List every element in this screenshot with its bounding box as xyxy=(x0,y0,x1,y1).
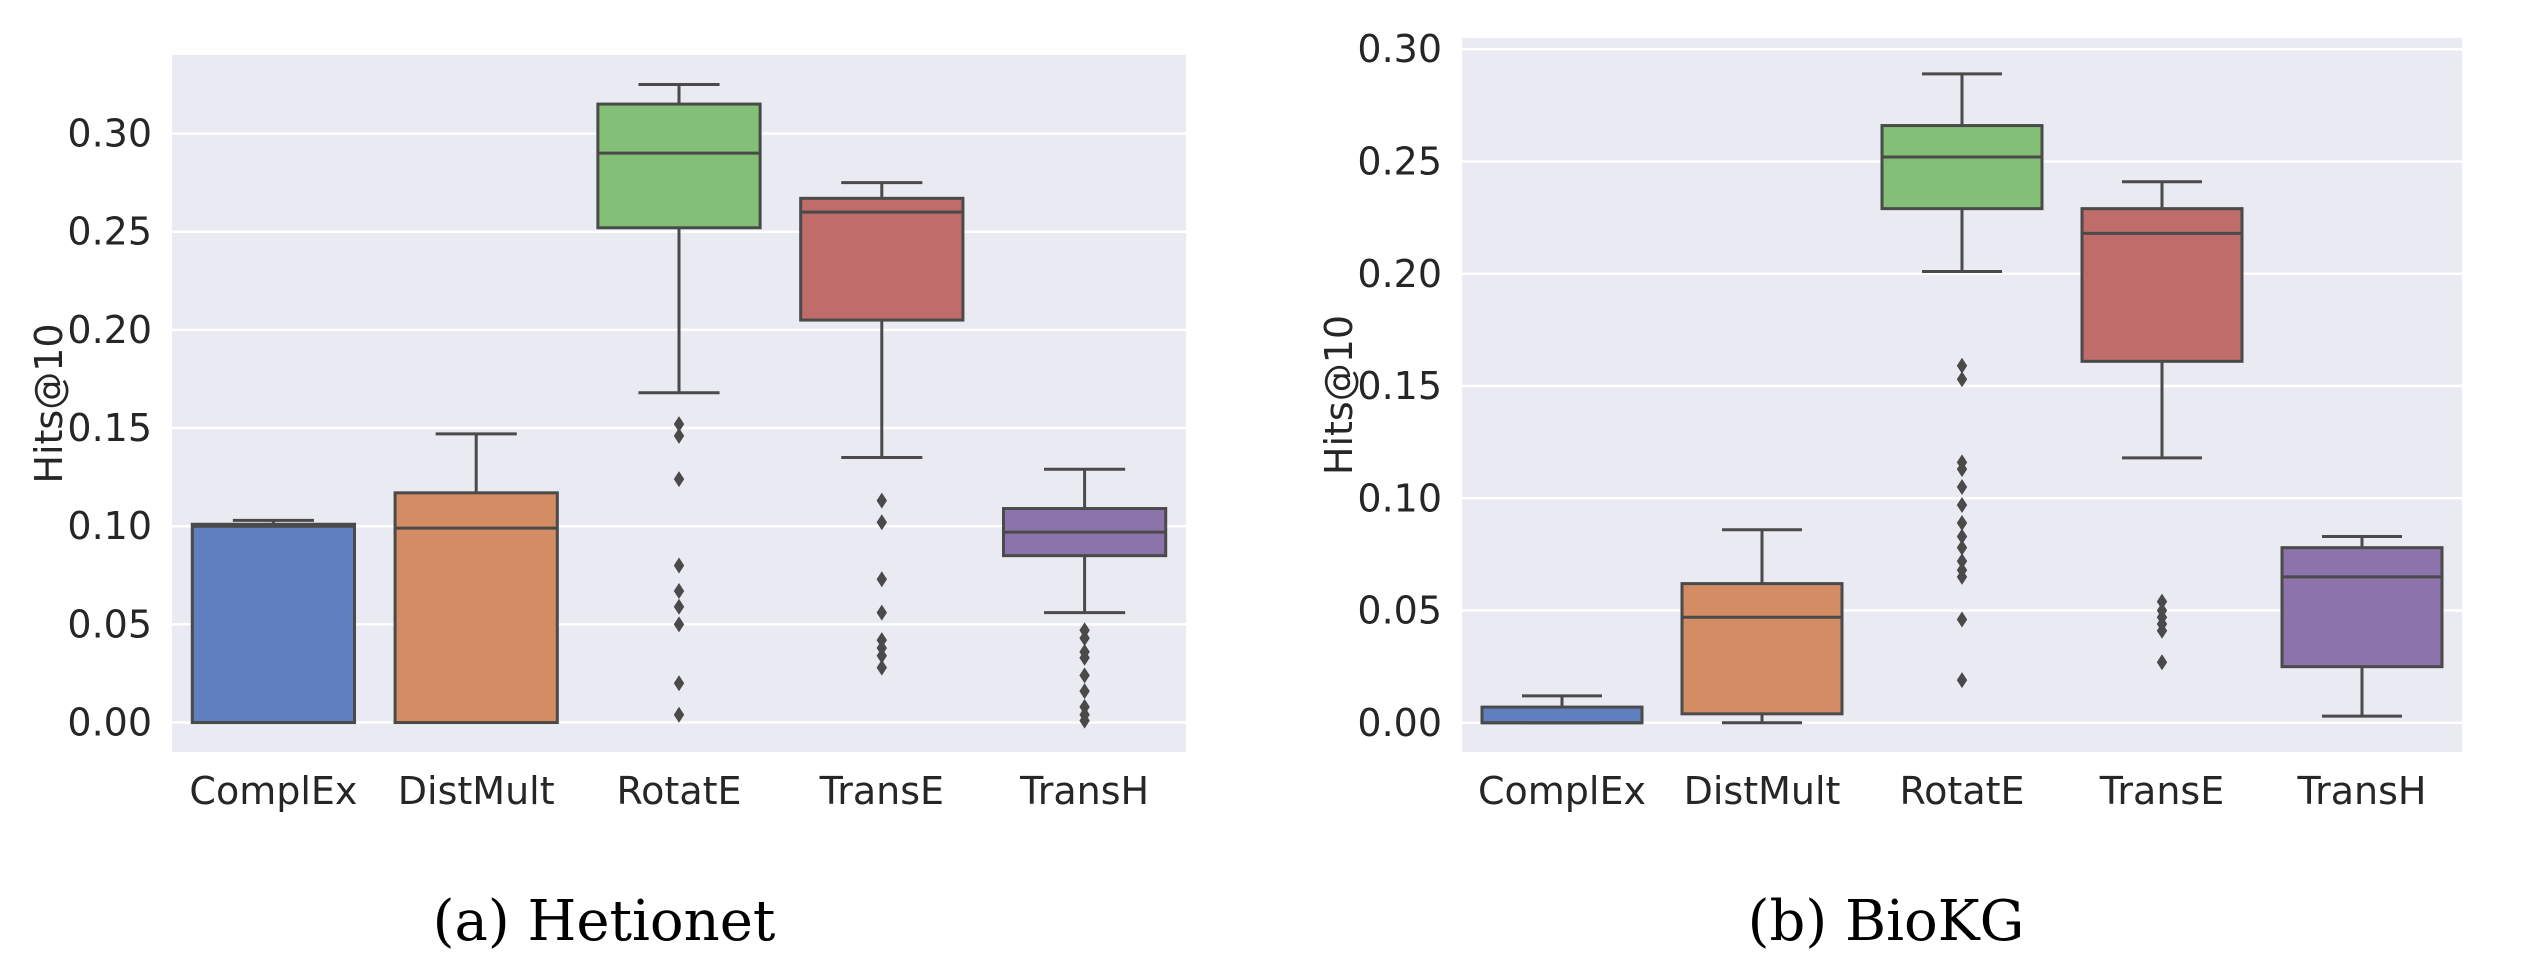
y-tick-label: 0.30 xyxy=(67,112,152,156)
box-iqr xyxy=(1880,124,2044,211)
outlier-point xyxy=(673,598,685,615)
box-complex xyxy=(190,518,357,725)
y-tick-label: 0.15 xyxy=(1357,364,1442,408)
box-iqr xyxy=(1680,582,1844,716)
outlier-point xyxy=(1956,539,1968,556)
x-tick-label: TransE xyxy=(2099,769,2224,813)
outlier-point xyxy=(2156,593,2168,610)
outlier-point xyxy=(876,571,887,588)
outlier-point xyxy=(673,427,685,444)
outlier-point xyxy=(1956,497,1968,514)
outlier-point xyxy=(1079,683,1090,700)
outlier-point xyxy=(1956,553,1968,570)
outlier-point xyxy=(1956,568,1968,585)
y-tick-label: 0.20 xyxy=(67,308,152,352)
box-iqr xyxy=(799,196,965,322)
x-tick-label: TransH xyxy=(2297,769,2427,813)
outlier-point xyxy=(1079,667,1090,684)
box-iqr xyxy=(1480,705,1644,725)
y-tick-label: 0.05 xyxy=(1357,589,1442,633)
x-tick-label: TransE xyxy=(819,769,944,813)
outlier-point xyxy=(2156,622,2168,639)
caption-biokg: (b) BioKG xyxy=(1748,889,2025,954)
box-transe xyxy=(2080,180,2244,671)
outlier-point xyxy=(1956,461,1968,478)
y-tick-label: 0.15 xyxy=(67,406,152,450)
outlier-point xyxy=(673,675,685,692)
box-transe xyxy=(799,181,965,676)
outlier-point xyxy=(1956,479,1968,496)
outlier-point xyxy=(876,659,887,676)
y-axis-label: Hits@10 xyxy=(1317,315,1361,475)
outlier-point xyxy=(876,514,887,531)
box-rotate xyxy=(1880,72,2044,689)
y-tick-label: 0.20 xyxy=(1357,252,1442,296)
box-iqr xyxy=(2080,207,2244,363)
biokg-boxplot: 0.00 0.05 0.10 0.15 0.20 0.25 0.30 Hits@10 Compl… xyxy=(1317,27,2462,813)
x-tick-label: RotatE xyxy=(1899,769,2024,813)
outlier-point xyxy=(876,647,887,664)
outlier-point xyxy=(2156,654,2168,671)
box-iqr xyxy=(596,102,762,230)
y-tick-label: 0.10 xyxy=(67,504,152,548)
outlier-point xyxy=(876,604,887,621)
x-tick-label: ComplEx xyxy=(189,769,357,813)
box-transh xyxy=(2280,534,2444,718)
x-tick-label: TransH xyxy=(1019,769,1149,813)
outlier-point xyxy=(1079,630,1090,647)
outlier-point xyxy=(673,616,685,633)
outlier-point xyxy=(673,471,685,488)
box-distmult xyxy=(393,432,559,725)
outlier-point xyxy=(1079,649,1090,666)
outlier-point xyxy=(673,583,685,600)
box-transh xyxy=(1001,467,1168,729)
y-axis-label: Hits@10 xyxy=(27,323,71,483)
y-tick-label: 0.30 xyxy=(1357,27,1442,71)
y-tick-label: 0.25 xyxy=(1357,139,1442,183)
outlier-point xyxy=(1956,514,1968,531)
outlier-point xyxy=(1956,672,1968,689)
box-rotate xyxy=(596,82,762,723)
box-iqr xyxy=(2280,546,2444,669)
outlier-point xyxy=(876,492,887,509)
x-tick-label: DistMult xyxy=(1684,769,1841,813)
x-tick-label: DistMult xyxy=(398,769,555,813)
outlier-point xyxy=(1956,611,1968,628)
box-iqr xyxy=(393,491,559,725)
y-tick-label: 0.10 xyxy=(1357,476,1442,520)
outlier-point xyxy=(673,416,685,433)
outlier-point xyxy=(673,706,685,723)
box-complex xyxy=(1480,694,1644,725)
box-iqr xyxy=(190,522,357,725)
outlier-point xyxy=(673,557,685,574)
outlier-point xyxy=(1956,357,1968,374)
y-tick-label: 0.25 xyxy=(67,210,152,254)
x-tick-label: ComplEx xyxy=(1478,769,1646,813)
outlier-point xyxy=(1956,371,1968,388)
y-tick-label: 0.05 xyxy=(67,602,152,646)
outlier-point xyxy=(1956,528,1968,545)
caption-hetionet: (a) Hetionet xyxy=(433,889,776,954)
y-tick-label: 0.00 xyxy=(1357,701,1442,745)
y-tick-label: 0.00 xyxy=(67,701,152,745)
box-distmult xyxy=(1680,528,1844,725)
hetionet-boxplot: 0.00 0.05 0.10 0.15 0.20 0.25 0.30 Hits@10 Compl… xyxy=(27,55,1186,813)
x-tick-label: RotatE xyxy=(616,769,741,813)
outlier-point xyxy=(1079,712,1090,729)
